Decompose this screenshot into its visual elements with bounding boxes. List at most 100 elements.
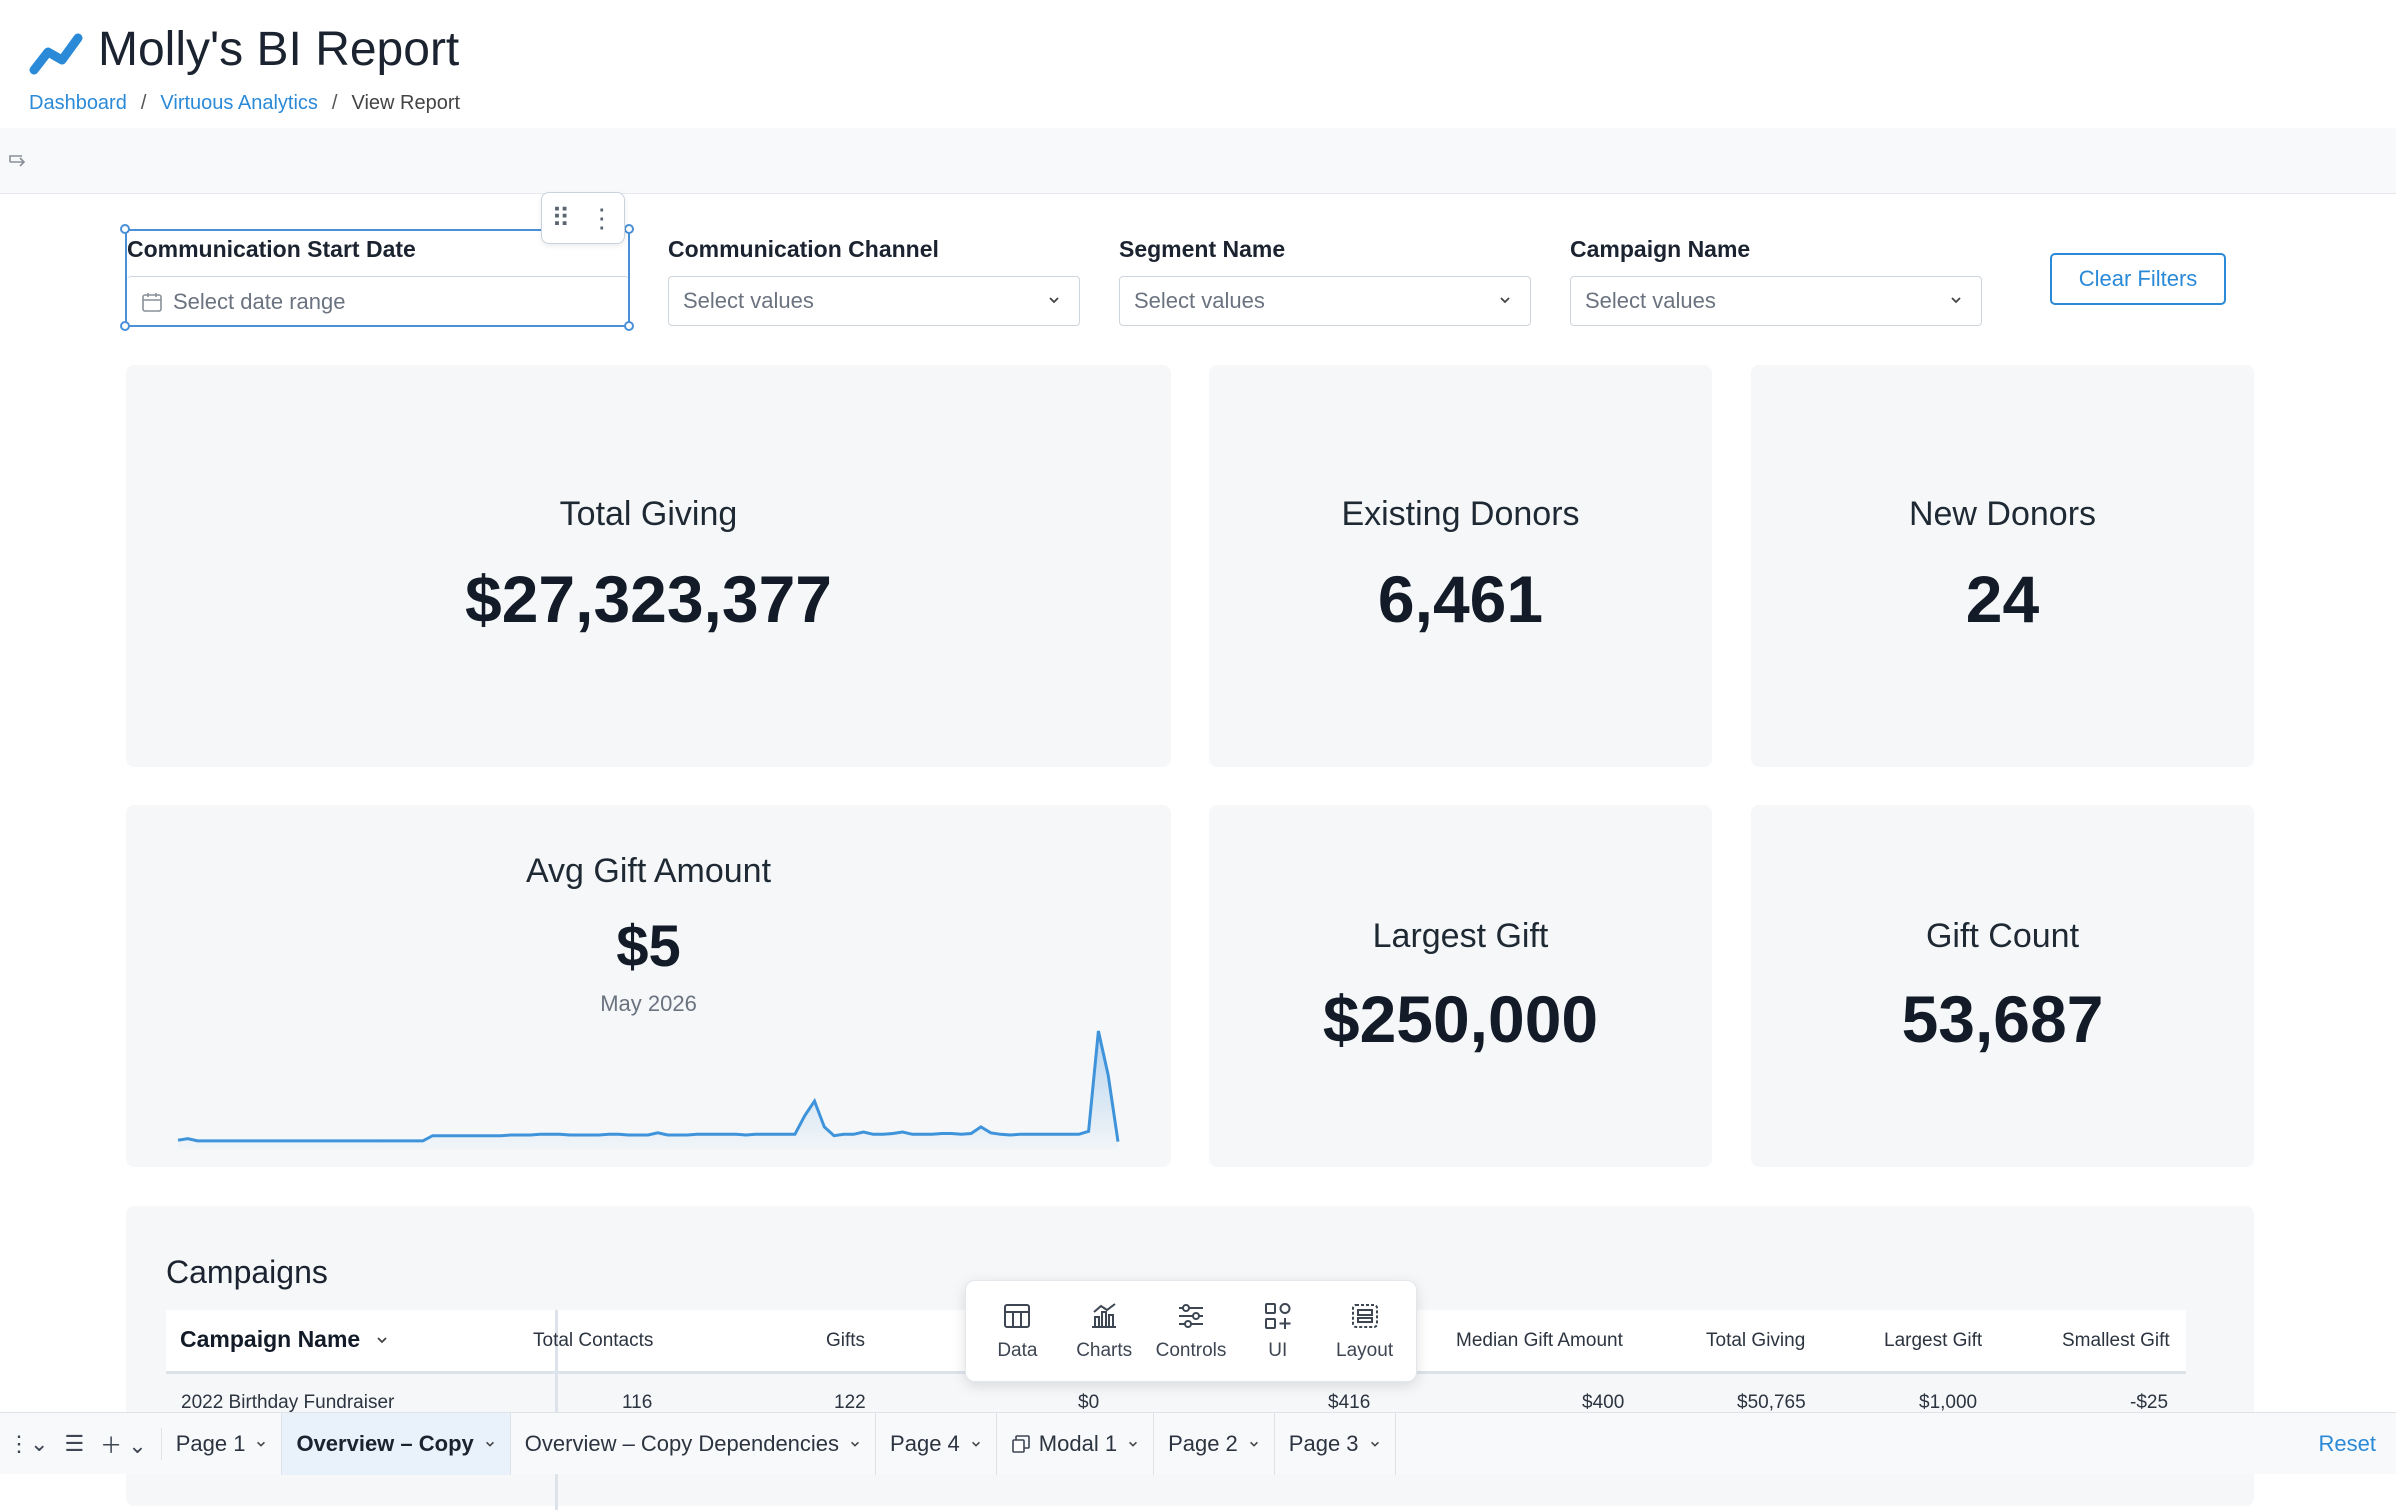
chevron-down-icon xyxy=(1370,1441,1379,1447)
tool-ui[interactable]: UI xyxy=(1238,1300,1318,1362)
table-cell: 2022 Birthday Fundraiser xyxy=(181,1392,395,1413)
table-cell: $50,765 xyxy=(1737,1392,1806,1413)
sliders-icon xyxy=(1178,1304,1203,1328)
tab-page-2[interactable]: Page 2 xyxy=(1154,1412,1275,1475)
resize-handle[interactable] xyxy=(624,224,634,234)
filter-label-channel: Communication Channel xyxy=(668,236,939,262)
breadcrumb-dashboard[interactable]: Dashboard xyxy=(29,92,127,114)
clear-filters-button[interactable]: Clear Filters xyxy=(2050,253,2226,305)
table-cell: 116 xyxy=(622,1392,653,1413)
shapes-icon xyxy=(1264,1303,1291,1329)
widget-menu: ⠿ ⋮ xyxy=(541,192,625,244)
resize-handle[interactable] xyxy=(624,321,634,331)
tool-layout[interactable]: Layout xyxy=(1325,1300,1405,1362)
tab-overview-copy-dependencies[interactable]: Overview – Copy Dependencies xyxy=(511,1412,877,1475)
kpi-card-new-donors: New Donors 24 xyxy=(1751,365,2254,767)
kpi-value: $5 xyxy=(616,914,681,979)
column-header-gifts[interactable]: Gifts xyxy=(826,1330,866,1351)
date-range-input[interactable]: Select date range xyxy=(127,276,629,326)
kpi-card-gift-count: Gift Count 53,687 xyxy=(1751,805,2254,1167)
table-title: Campaigns xyxy=(166,1254,328,1290)
calendar-icon xyxy=(142,292,162,312)
kpi-value: 24 xyxy=(1965,562,2040,636)
column-header-smallest-gift[interactable]: Smallest Gift xyxy=(2062,1330,2170,1351)
kpi-subtitle: May 2026 xyxy=(600,991,697,1016)
sparkline-area xyxy=(178,1031,1118,1149)
breadcrumb-separator: / xyxy=(331,92,338,114)
chevron-down-icon xyxy=(376,1337,387,1344)
selected-widget-frame[interactable] xyxy=(125,229,630,327)
table-cell: $400 xyxy=(1582,1392,1625,1413)
table-icon xyxy=(1004,1304,1031,1328)
page-title: Molly's BI Report xyxy=(98,23,460,76)
column-header-total-contacts[interactable]: Total Contacts xyxy=(533,1330,654,1351)
tab-modal-1[interactable]: Modal 1 xyxy=(997,1412,1155,1475)
tool-data[interactable]: Data xyxy=(977,1300,1057,1362)
drag-handle-icon[interactable]: ⠿ xyxy=(551,202,571,233)
tab-page-3[interactable]: Page 3 xyxy=(1275,1412,1396,1475)
filter-label-campaign: Campaign Name xyxy=(1570,236,1751,262)
table-cell: -$25 xyxy=(2130,1392,2169,1413)
column-divider[interactable] xyxy=(555,1310,558,1510)
tool-label: Charts xyxy=(1076,1340,1133,1361)
chevron-down-icon xyxy=(971,1441,980,1447)
tool-label: Data xyxy=(997,1340,1038,1361)
table-cell: $1,000 xyxy=(1919,1392,1978,1413)
channel-placeholder: Select values xyxy=(683,288,814,313)
tab-page-1[interactable]: Page 1 xyxy=(162,1412,283,1475)
column-header-largest-gift[interactable]: Largest Gift xyxy=(1884,1330,1983,1351)
tool-label: Layout xyxy=(1336,1340,1394,1361)
kpi-value: $250,000 xyxy=(1322,982,1599,1056)
campaign-select[interactable]: Select values xyxy=(1570,276,1982,326)
kpi-title: Total Giving xyxy=(559,495,738,533)
resize-handle[interactable] xyxy=(120,224,130,234)
chevron-down-icon xyxy=(1249,1441,1258,1447)
kpi-card-avg-gift: Avg Gift Amount $5 May 2026 xyxy=(126,805,1171,1167)
chevron-down-icon xyxy=(1951,297,1961,304)
chevron-down-icon xyxy=(1049,297,1059,304)
chart-icon xyxy=(1092,1303,1117,1328)
kpi-title: Existing Donors xyxy=(1341,495,1580,533)
tool-label: Controls xyxy=(1155,1340,1227,1361)
column-header-campaign-name[interactable]: Campaign Name xyxy=(180,1326,389,1353)
date-range-placeholder: Select date range xyxy=(173,288,346,314)
kpi-title: New Donors xyxy=(1908,495,2097,533)
kpi-card-largest-gift: Largest Gift $250,000 xyxy=(1209,805,1712,1167)
tool-charts[interactable]: Charts xyxy=(1064,1300,1144,1362)
breadcrumb: Dashboard / Virtuous Analytics / View Re… xyxy=(29,92,460,115)
chevron-down-icon xyxy=(257,1441,266,1447)
kpi-value: 53,687 xyxy=(1901,982,2104,1056)
table-cell: $0 xyxy=(1078,1392,1100,1413)
tool-label: UI xyxy=(1268,1340,1288,1361)
page-menu-icon[interactable]: ⋮⌄ xyxy=(8,1430,49,1456)
page-list-icon[interactable]: ☰ xyxy=(64,1430,85,1456)
kpi-value: 6,461 xyxy=(1377,562,1544,636)
tab-overview-copy[interactable]: Overview – Copy xyxy=(282,1412,511,1475)
more-options-icon[interactable]: ⋮ xyxy=(588,202,615,233)
layout-icon xyxy=(1351,1304,1378,1328)
breadcrumb-separator: / xyxy=(140,92,147,114)
chevron-down-icon xyxy=(1500,297,1510,304)
add-page-icon[interactable]: ＋ ⌄ xyxy=(92,1427,162,1460)
sparkline-line xyxy=(177,1030,1120,1143)
tool-controls[interactable]: Controls xyxy=(1151,1300,1231,1362)
logo-icon xyxy=(29,33,83,75)
kpi-title: Largest Gift xyxy=(1372,917,1549,955)
tab-page-4[interactable]: Page 4 xyxy=(876,1412,997,1475)
channel-select[interactable]: Select values xyxy=(668,276,1080,326)
app-header: Molly's BI Report Dashboard / Virtuous A… xyxy=(0,0,2396,128)
reset-button[interactable]: Reset xyxy=(2318,1431,2376,1456)
resize-handle[interactable] xyxy=(120,321,130,331)
segment-select[interactable]: Select values xyxy=(1119,276,1531,326)
sparkline-chart xyxy=(177,1030,1120,1149)
breadcrumb-current: View Report xyxy=(351,92,461,114)
chevron-down-icon xyxy=(1129,1441,1138,1447)
edit-toolbar xyxy=(0,128,2396,194)
page-tabs-bar: ⋮⌄ ☰ ＋ ⌄ Page 1 Overview – Copy Overview… xyxy=(0,1412,2396,1475)
redo-icon[interactable] xyxy=(6,148,30,172)
table-cell: $416 xyxy=(1328,1392,1371,1413)
modal-icon xyxy=(1011,1434,1030,1453)
column-header-median-gift[interactable]: Median Gift Amount xyxy=(1456,1330,1623,1351)
breadcrumb-virtuous-analytics[interactable]: Virtuous Analytics xyxy=(160,92,318,114)
column-header-total-giving[interactable]: Total Giving xyxy=(1706,1330,1806,1351)
